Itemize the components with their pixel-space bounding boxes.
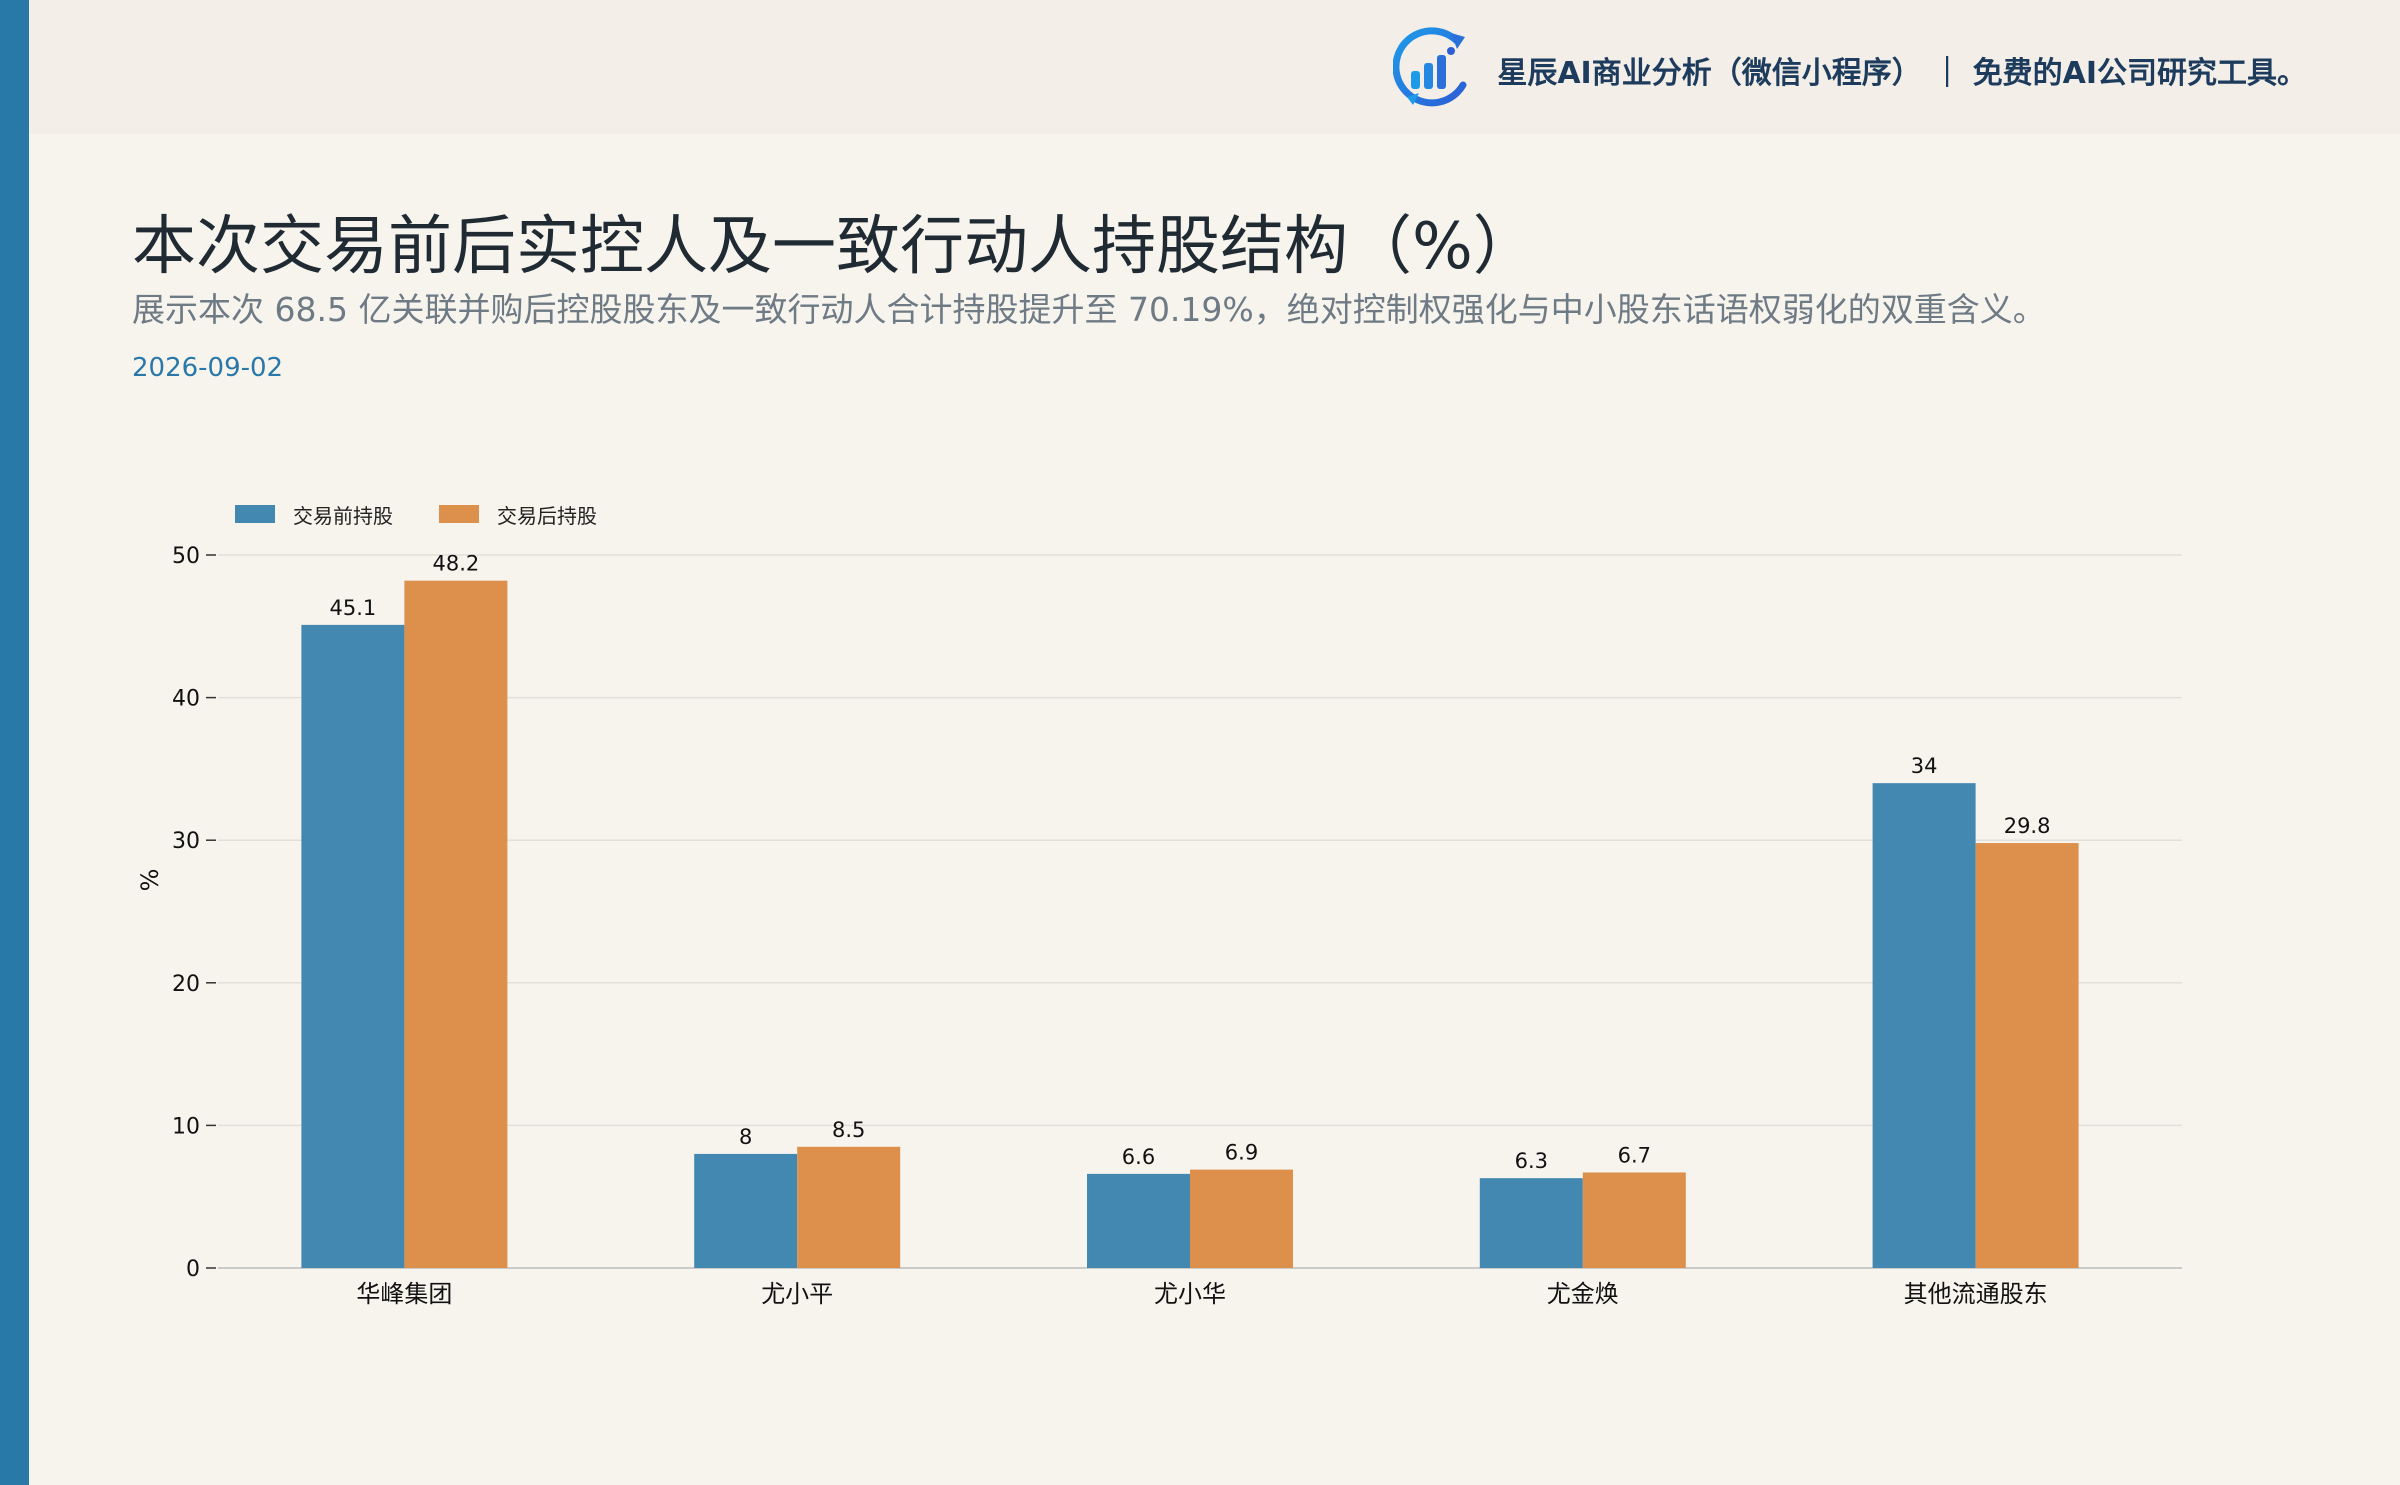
y-tick-label: 40: [172, 687, 200, 712]
data-label: 8.5: [832, 1118, 865, 1142]
legend-item-after[interactable]: 交易后持股: [439, 500, 597, 528]
legend-label-after: 交易后持股: [497, 503, 597, 528]
data-label: 6.9: [1225, 1141, 1258, 1165]
bar-before[interactable]: [1872, 783, 1976, 1268]
bar-after[interactable]: [1582, 1172, 1686, 1268]
bar-before[interactable]: [694, 1153, 798, 1268]
data-label: 8: [739, 1125, 752, 1149]
brand[interactable]: 星辰AI商业分析（微信小程序） ｜ 免费的AI公司研究工具。: [1393, 22, 2307, 118]
legend-label-before: 交易前持股: [293, 503, 393, 528]
header-banner: 星辰AI商业分析（微信小程序） ｜ 免费的AI公司研究工具。: [29, 0, 2400, 134]
data-label: 34: [1911, 754, 1938, 778]
data-label: 29.8: [2004, 814, 2051, 838]
bar-before[interactable]: [1479, 1178, 1583, 1268]
legend-swatch-before: [235, 505, 275, 523]
bar-before[interactable]: [301, 624, 405, 1268]
brand-text: 星辰AI商业分析（微信小程序） ｜ 免费的AI公司研究工具。: [1497, 56, 2307, 91]
y-tick-label: 0: [186, 1257, 200, 1282]
data-label: 6.6: [1122, 1145, 1155, 1169]
x-tick-label: 华峰集团: [356, 1280, 452, 1308]
x-tick-label: 尤小平: [761, 1280, 833, 1308]
legend-item-before[interactable]: 交易前持股: [235, 500, 393, 528]
page-title: 本次交易前后实控人及一致行动人持股结构（%）: [132, 210, 1537, 284]
bar-before[interactable]: [1087, 1173, 1190, 1268]
left-accent-bar: [0, 0, 29, 1485]
bar-after[interactable]: [797, 1146, 901, 1268]
y-axis-label: %: [136, 869, 164, 892]
data-label: 45.1: [330, 596, 377, 620]
bar-after[interactable]: [1190, 1169, 1293, 1268]
x-tick-label: 尤小华: [1154, 1280, 1226, 1308]
x-tick-label: 其他流通股东: [1904, 1280, 2048, 1308]
x-tick-label: 尤金焕: [1547, 1280, 1619, 1308]
page-subtitle: 展示本次 68.5 亿关联并购后控股股东及一致行动人合计持股提升至 70.19%…: [132, 290, 2046, 329]
y-tick-label: 50: [172, 544, 200, 569]
data-label: 6.3: [1515, 1149, 1548, 1173]
bar-after[interactable]: [1975, 843, 2079, 1268]
publish-date: 2026-09-02: [132, 353, 284, 383]
data-label: 48.2: [433, 552, 480, 576]
y-tick-label: 20: [172, 972, 200, 997]
bar-after[interactable]: [404, 580, 508, 1268]
y-tick-label: 10: [172, 1114, 200, 1139]
legend-swatch-after: [439, 505, 479, 523]
y-tick-label: 30: [172, 829, 200, 854]
data-label: 6.7: [1618, 1143, 1651, 1167]
bar-chart-refresh-icon: [1393, 27, 1467, 107]
